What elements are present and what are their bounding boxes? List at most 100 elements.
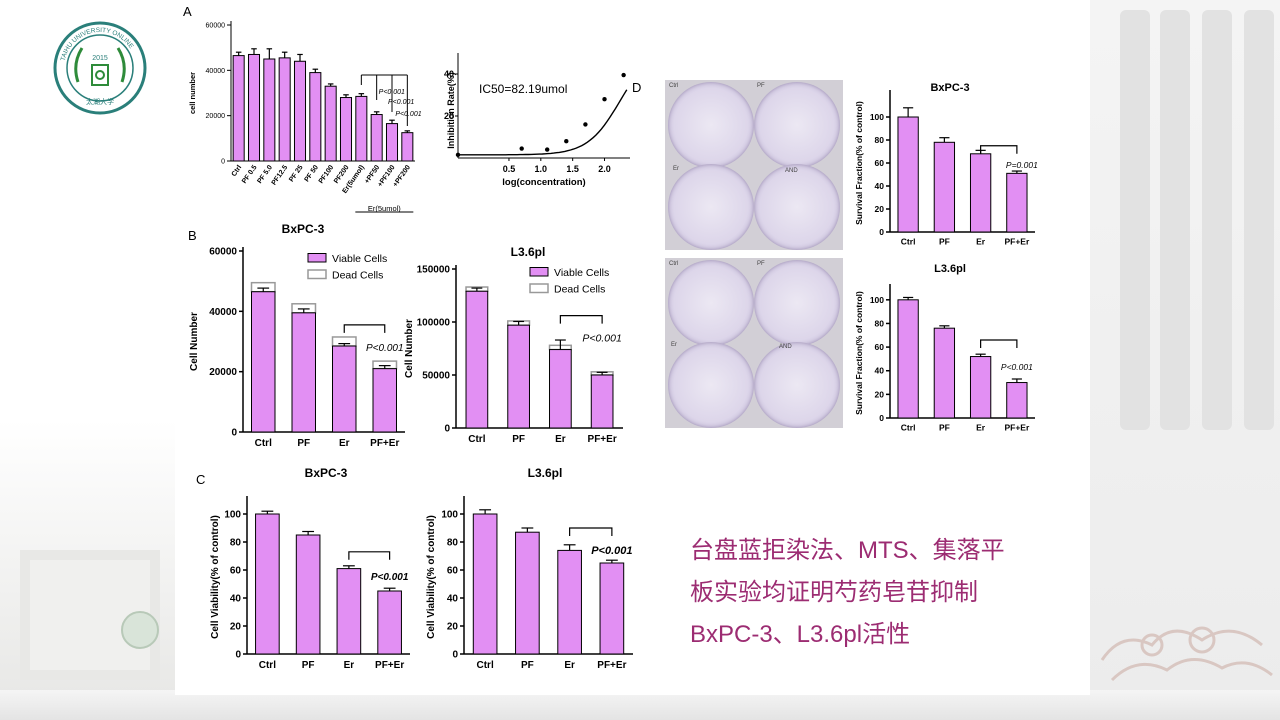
x-axis-label: log(concentration) [502, 177, 585, 188]
bar [599, 562, 625, 655]
data-point [544, 147, 550, 152]
bar [247, 53, 261, 162]
y-tick-label: 80 [875, 135, 885, 145]
bar [549, 349, 572, 429]
y-tick-label: 20 [875, 204, 885, 214]
bar [370, 114, 383, 162]
y-tick-label: 40 [230, 594, 242, 605]
y-tick-label: 20 [875, 389, 885, 399]
x-tick-label: PF+Er [597, 660, 626, 671]
bar [590, 374, 614, 429]
y-tick-label: 0 [235, 650, 241, 661]
fitted-curve [458, 89, 628, 156]
legend-label-viable: Viable Cells [554, 267, 609, 279]
y-tick-label: 60000 [206, 22, 226, 29]
y-axis-label: Cell Number [189, 312, 200, 371]
bar [897, 299, 919, 419]
bar [465, 290, 489, 429]
calligraphy-watermark [1120, 10, 1274, 430]
significance-bracket [569, 527, 613, 536]
y-axis-label: Cell Viability(% of control) [210, 515, 221, 639]
x-tick-label: PF12.5 [271, 164, 290, 187]
y-tick-label: 40 [444, 69, 454, 79]
dish-label: Ctrl [669, 261, 679, 267]
bar [255, 513, 280, 655]
p-value-annotation: P<0.001 [366, 343, 404, 354]
colony-dish-photos: Ctrl PF Er AND Ctrl PF Er AND [665, 80, 843, 430]
x-tick-label: Er [555, 434, 566, 445]
x-tick-label: PF [512, 434, 525, 445]
y-axis-label: Survival Fraction(% of control) [854, 291, 864, 415]
x-tick-label: Er [976, 237, 986, 247]
y-axis-label: Cell Viability(% of control) [426, 515, 437, 639]
y-axis-label: Inhibition Rate(%) [446, 72, 456, 149]
bar [324, 85, 337, 162]
x-tick-label: PF 25 [288, 164, 305, 183]
background-bottom-strip [0, 690, 1280, 720]
x-tick-label: Er [344, 660, 355, 671]
y-tick-label: 40 [447, 594, 459, 605]
bar [309, 72, 322, 162]
bar [897, 116, 919, 233]
data-point [602, 97, 607, 102]
monument-illustration [20, 550, 160, 680]
caption-line-3: BxPC-3、L3.6pl活性 [690, 621, 911, 648]
bar [372, 368, 397, 433]
data-point [564, 139, 569, 144]
p-value-annotation: P<0.001 [1001, 362, 1033, 372]
dish-label: AND [785, 168, 798, 174]
y-tick-label: 60 [447, 566, 459, 577]
y-tick-label: 150000 [417, 265, 451, 276]
x-tick-label: Ctrl [901, 237, 916, 247]
x-tick-label: PF+Er [1004, 423, 1029, 433]
bar [933, 327, 956, 419]
bar [385, 123, 399, 162]
legend-label-viable: Viable Cells [332, 253, 387, 265]
colony-dish [754, 260, 840, 346]
bar [933, 141, 956, 233]
p-value-annotation: P<0.001 [395, 111, 421, 118]
bar [291, 312, 316, 433]
chart-d2-l36pl-survival: L3.6pl 0 20 40 60 80 100 Survival Fraction(% of… [854, 263, 1035, 433]
x-tick-label: Ctrl [259, 660, 276, 671]
data-point [621, 72, 626, 78]
bar [969, 356, 992, 419]
university-seal-icon: 2015 TAIHU UNIVERSITY ONLINE 太湖大学 [53, 21, 147, 115]
bar [355, 95, 368, 162]
bar [1006, 172, 1028, 233]
legend-swatch-viable [529, 267, 549, 277]
bar [339, 97, 353, 162]
y-tick-label: 50000 [422, 371, 450, 382]
dish-label: PF [757, 261, 765, 267]
x-tick-label: Er [564, 660, 575, 671]
x-tick-label: Ctrl [901, 423, 916, 433]
significance-bracket [980, 339, 1018, 348]
colony-dish [668, 260, 754, 346]
y-tick-label: 20 [230, 622, 242, 633]
p-value-annotation: P<0.001 [379, 89, 405, 96]
legend-swatch-viable [307, 253, 327, 263]
bar [377, 590, 402, 655]
y-tick-label: 80 [447, 538, 459, 549]
y-tick-label: 40 [875, 181, 885, 191]
bar [263, 58, 276, 162]
p-value-annotation: P<0.001 [371, 572, 409, 583]
y-tick-label: 100 [870, 295, 884, 305]
bar [515, 531, 540, 655]
bar [278, 57, 291, 162]
bar [1006, 382, 1028, 419]
y-tick-label: 20 [447, 622, 459, 633]
y-tick-label: 0 [221, 158, 225, 165]
bar [507, 324, 530, 429]
summary-caption: 台盘蓝拒染法、MTS、集落平 板实验均证明芍药皂苷抑制 BxPC-3、L3.6p… [690, 530, 1050, 656]
colony-dish [668, 164, 754, 250]
dish-label: Er [671, 342, 677, 348]
colony-dish [668, 342, 754, 428]
dish-label: Er [673, 166, 679, 172]
bar [336, 568, 362, 655]
chart-title: L3.6pl [528, 466, 563, 480]
cloud-ornament [1100, 626, 1273, 682]
bar [295, 534, 321, 655]
